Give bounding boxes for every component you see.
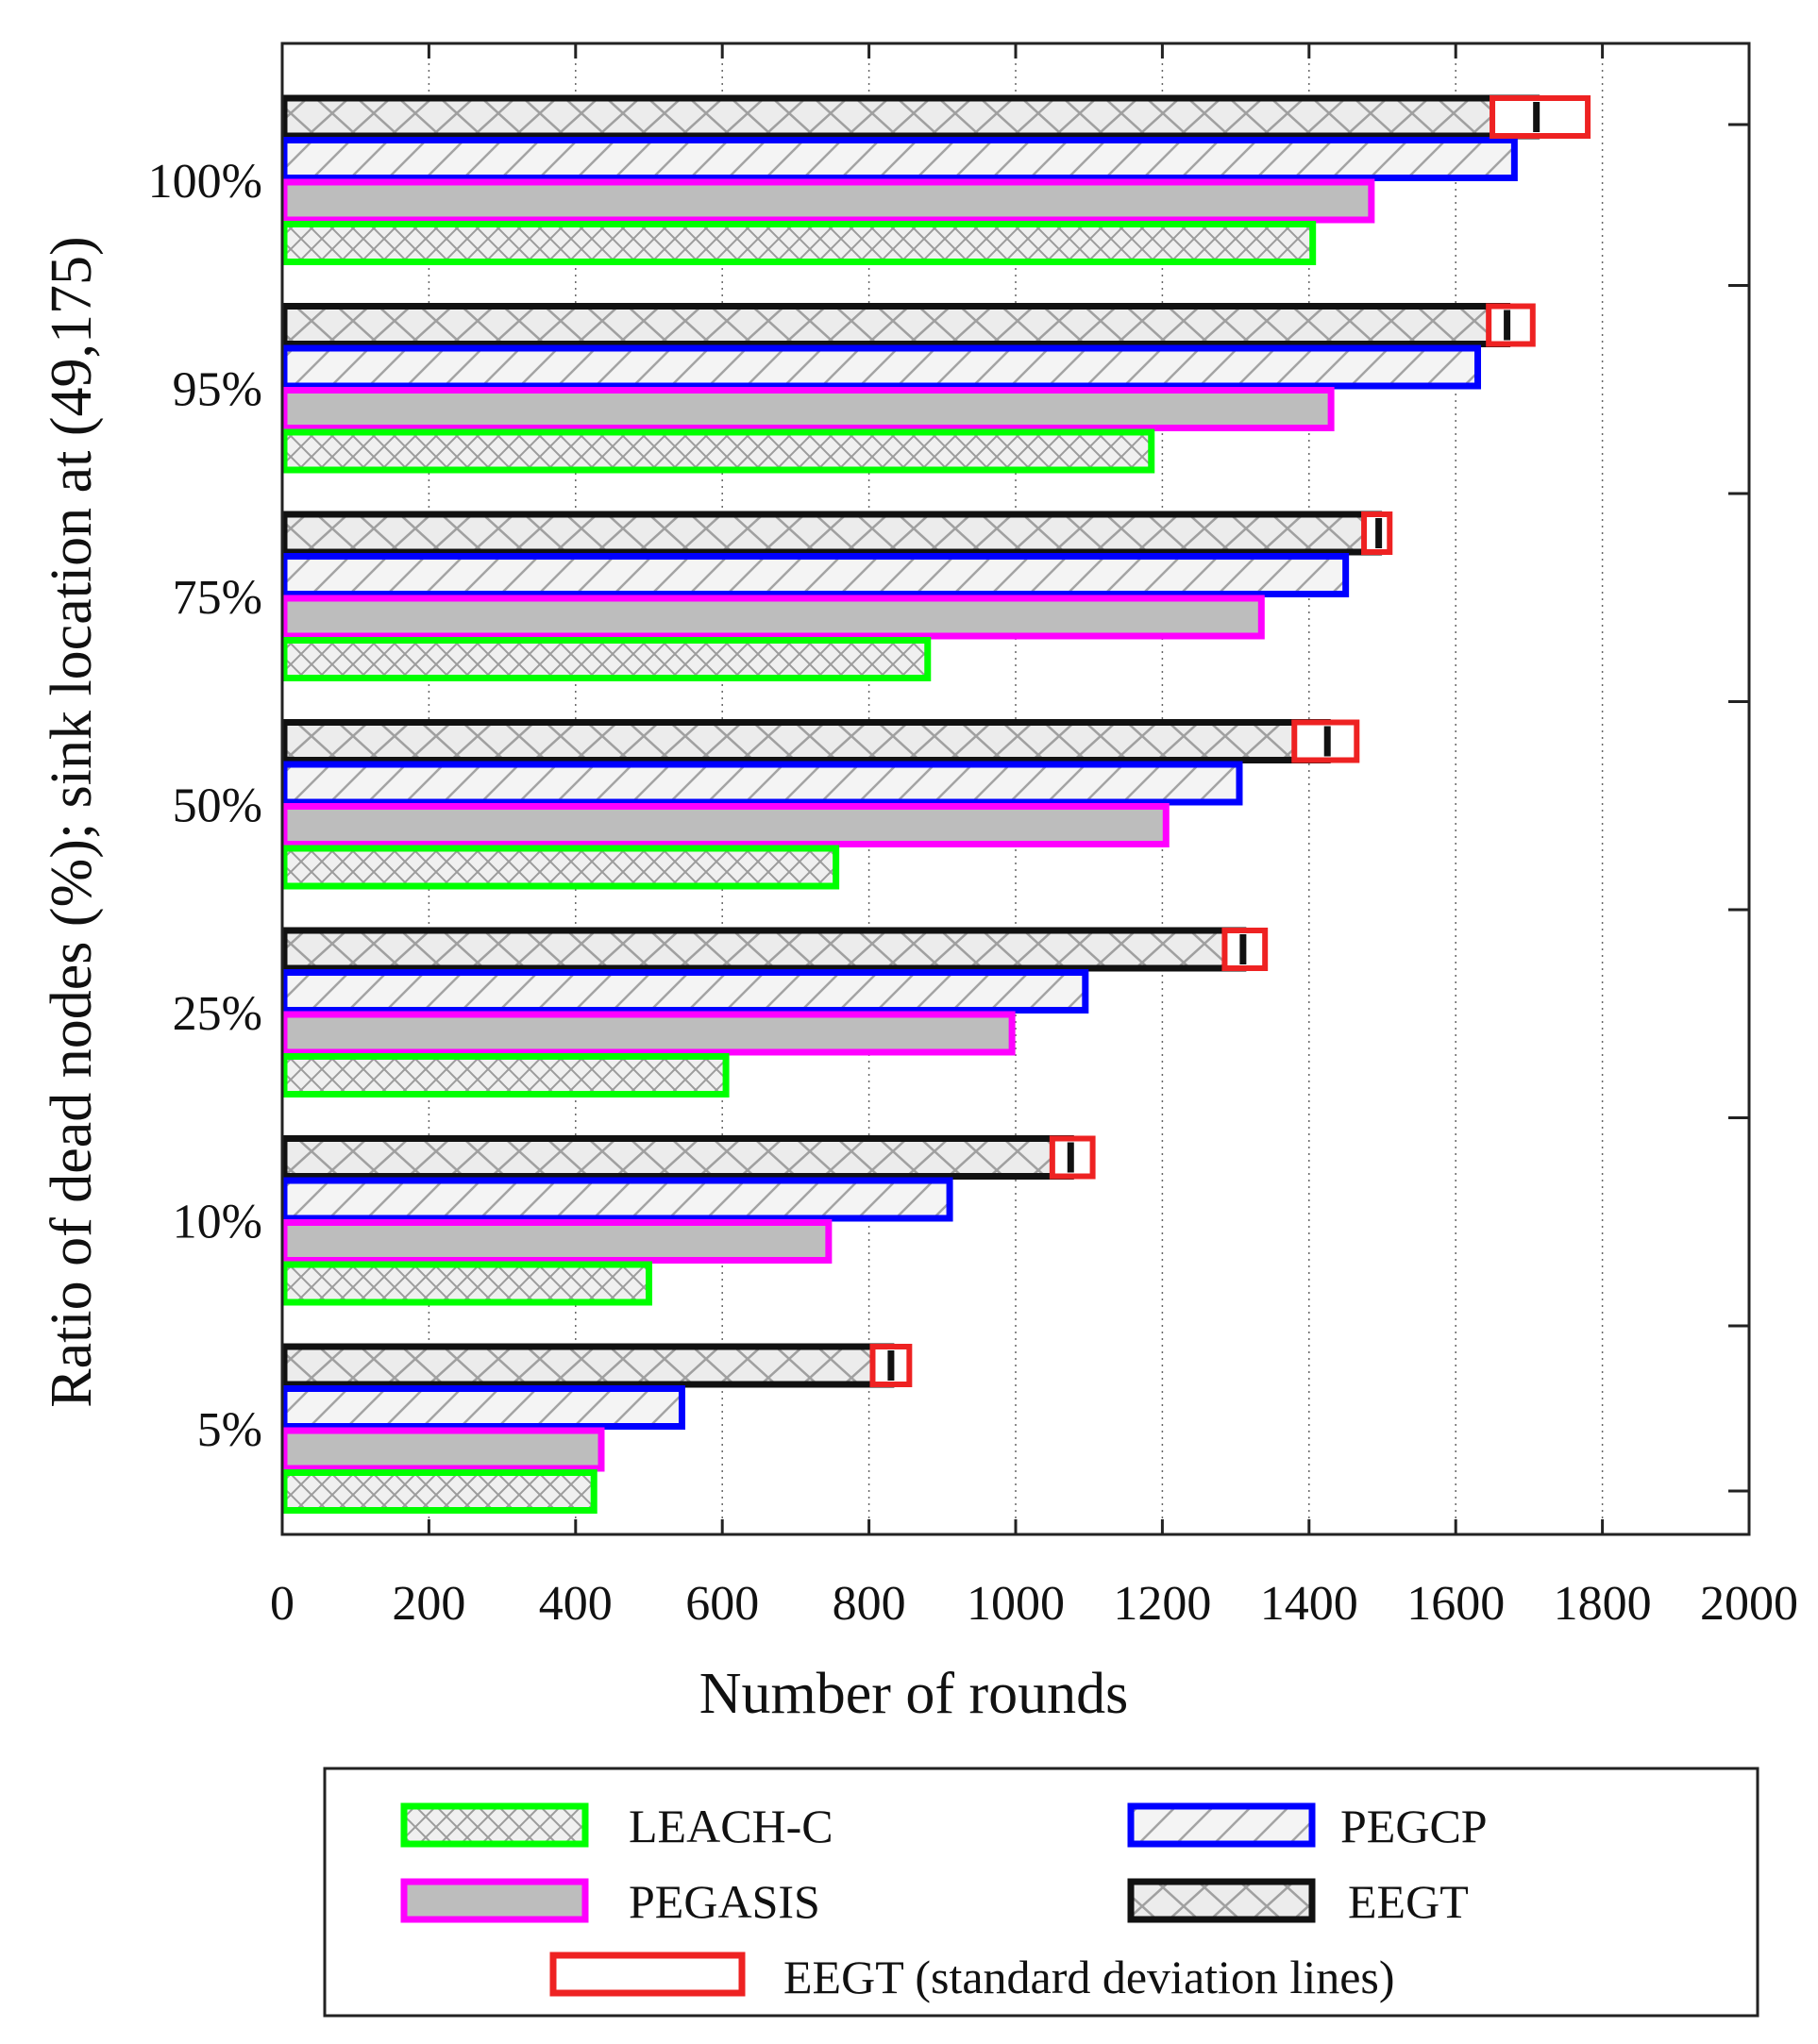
- x-tick-label: 800: [833, 1577, 906, 1631]
- error-box-100pct: [1490, 95, 1591, 139]
- bar-eegt-50pct: [280, 719, 1331, 763]
- x-tick-label: 2000: [1700, 1577, 1798, 1631]
- bar-pegcp-50pct: [280, 761, 1243, 806]
- x-tick-label: 200: [392, 1577, 465, 1631]
- y-tick-label: 10%: [173, 1195, 262, 1248]
- y-tick-label: 5%: [197, 1403, 262, 1457]
- legend-label: PEGCP: [1340, 1800, 1488, 1852]
- y-tick-label: 100%: [148, 155, 262, 209]
- y-tick-label: 25%: [173, 987, 262, 1041]
- bar-pegasis-75pct: [280, 595, 1265, 640]
- x-tick-label: 1800: [1554, 1577, 1652, 1631]
- bar-eegt-5pct: [280, 1343, 895, 1388]
- bar-pegcp-5pct: [280, 1385, 685, 1430]
- error-box-95pct: [1486, 303, 1536, 347]
- legend-swatch-eegt: [549, 1952, 746, 1997]
- bar-eegt-10pct: [280, 1135, 1074, 1180]
- legend-label: LEACH-C: [629, 1800, 833, 1852]
- y-tick-labels: 100% 95% 75% 50% 25% 10% 5%: [148, 155, 262, 1457]
- bar-leach-c-10pct: [280, 1261, 652, 1306]
- bar-pegasis-5pct: [280, 1427, 605, 1472]
- bars-group: [280, 94, 1591, 1514]
- x-axis-title: Number of rounds: [699, 1662, 1129, 1726]
- bar-pegcp-10pct: [280, 1177, 953, 1222]
- bar-leach-c-75pct: [280, 637, 932, 681]
- bar-leach-c-95pct: [280, 428, 1155, 474]
- x-tick-label: 1200: [1113, 1577, 1211, 1631]
- bar-pegcp-25pct: [280, 969, 1089, 1014]
- x-tick-label: 600: [685, 1577, 759, 1631]
- bar-eegt-95pct: [280, 303, 1511, 347]
- bar-pegasis-10pct: [280, 1219, 833, 1264]
- bar-eegt-75pct: [280, 511, 1383, 556]
- bar-eegt-25pct: [280, 927, 1247, 972]
- legend-swatch-pegasis: [400, 1878, 589, 1923]
- bar-pegcp-95pct: [280, 344, 1482, 390]
- bar-leach-c-50pct: [280, 845, 840, 890]
- bar-eegt-100pct: [280, 94, 1540, 140]
- y-tick-label: 95%: [173, 362, 262, 416]
- bar-leach-c-25pct: [280, 1053, 730, 1097]
- x-tick-label: 400: [539, 1577, 613, 1631]
- bar-pegcp-75pct: [280, 553, 1350, 597]
- plot-frame: [280, 42, 1751, 1536]
- legend-label: EEGT: [1348, 1875, 1469, 1928]
- bar-pegasis-95pct: [280, 387, 1335, 431]
- y-tick-label: 75%: [173, 571, 262, 625]
- x-tick-label: 1400: [1260, 1577, 1358, 1631]
- legend-swatch-leach-c: [400, 1802, 589, 1848]
- y-axis-title: Ratio of dead nodes (%); sink location a…: [40, 236, 104, 1407]
- x-tick-label: 0: [270, 1577, 295, 1631]
- legend-label: PEGASIS: [629, 1875, 820, 1928]
- x-tick-labels: 0 200 400 600 800 1000 1200 1400 1600 1800 2000: [270, 1577, 1798, 1631]
- bar-pegasis-100pct: [280, 178, 1375, 224]
- x-tick-label: 1600: [1406, 1577, 1505, 1631]
- legend-swatch-pegcp: [1127, 1802, 1316, 1848]
- bar-pegasis-25pct: [280, 1011, 1016, 1056]
- bar-leach-c-5pct: [280, 1469, 598, 1514]
- legend: LEACH-C PEGCP PEGASIS EEGT EEGT (standard de…: [323, 1767, 1759, 2018]
- bar-pegcp-100pct: [280, 137, 1518, 181]
- x-tick-label: 1000: [967, 1577, 1065, 1631]
- legend-swatch-eegt: [1127, 1878, 1316, 1923]
- legend-label: EEGT (standard deviation lines): [783, 1951, 1395, 2003]
- bar-pegasis-50pct: [280, 803, 1170, 847]
- y-tick-label: 50%: [173, 779, 262, 832]
- bar-leach-c-100pct: [280, 221, 1317, 265]
